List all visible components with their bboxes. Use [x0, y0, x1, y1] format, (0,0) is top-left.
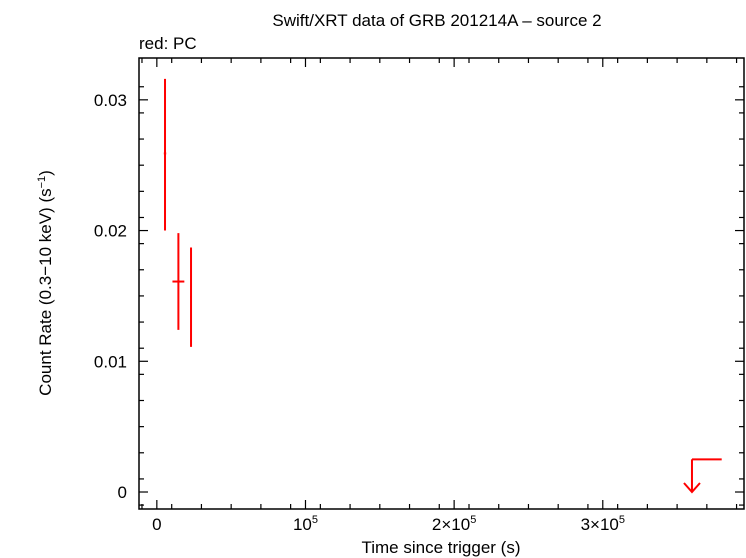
x-tick-label: 2×105 [432, 514, 476, 534]
data-points [163, 78, 722, 494]
plot-frame [138, 57, 745, 510]
y-tick-label: 0.01 [94, 352, 127, 371]
upper-limit-marker [683, 458, 722, 494]
y-axis-label: Count Rate (0.3−10 keV) (s−1) [36, 170, 55, 396]
y-tick-label: 0.03 [94, 91, 127, 110]
x-axis: 0 105 2×105 3×105 [141, 58, 738, 534]
data-point [163, 78, 167, 231]
y-tick-label: 0 [118, 483, 127, 502]
x-axis-label: Time since trigger (s) [361, 538, 520, 557]
x-tick-label: 0 [152, 515, 161, 534]
x-tick-label: 3×105 [581, 514, 625, 534]
y-tick-label: 0.02 [94, 222, 127, 241]
upper-limit-arrowhead [683, 482, 701, 494]
x-tick-label: 105 [293, 514, 318, 534]
chart-subtitle: red: PC [139, 34, 197, 53]
data-point [190, 247, 193, 347]
chart-title: Swift/XRT data of GRB 201214A – source 2 [272, 11, 601, 30]
data-point [172, 233, 185, 330]
y-axis: 0 0.01 0.02 0.03 [94, 86, 744, 506]
